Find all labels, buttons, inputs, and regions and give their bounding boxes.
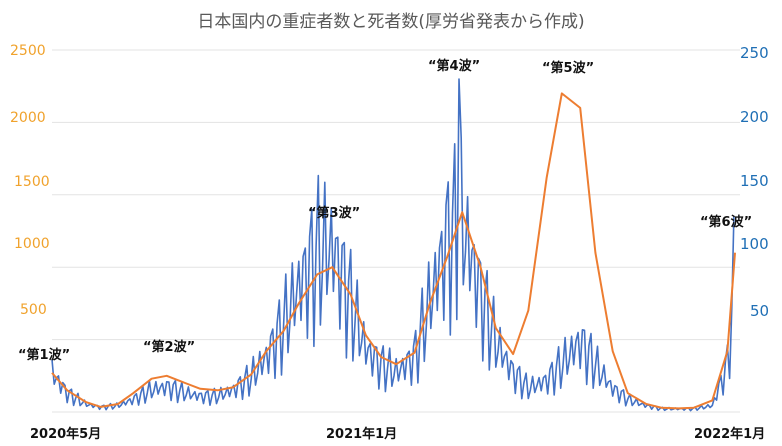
left-tick-label: 2500 [10, 43, 46, 59]
right-tick-label: 50 [750, 302, 769, 320]
right-tick-label: 200 [740, 108, 769, 126]
x-tick-label: 2022年1月 [694, 426, 765, 442]
right-axis: 250 200 150 100 50 [740, 44, 769, 320]
left-tick-label: 2000 [10, 110, 46, 126]
wave-label: “第6波” [700, 214, 752, 230]
x-tick-label: 2021年1月 [326, 426, 397, 442]
wave-label: “第4波” [428, 58, 480, 74]
right-tick-label: 150 [740, 172, 769, 190]
right-tick-label: 100 [740, 235, 769, 253]
wave-label: “第1波” [18, 347, 70, 363]
gridlines [52, 49, 740, 413]
wave-annotations: “第1波” “第2波” “第3波” “第4波” “第5波” “第6波” [18, 58, 752, 363]
series-line-severe [51, 92, 736, 410]
left-tick-label: 500 [20, 302, 47, 318]
wave-label: “第3波” [308, 205, 360, 221]
chart-title: 日本国内の重症者数と死者数(厚労省発表から作成) [197, 12, 584, 32]
right-tick-label: 250 [740, 44, 769, 62]
wave-label: “第2波” [143, 339, 195, 355]
x-axis: 2020年5月 2021年1月 2022年1月 [30, 426, 765, 442]
left-axis: 2500 2000 1500 1000 500 [10, 43, 50, 318]
wave-label: “第5波” [542, 60, 594, 76]
left-tick-label: 1500 [14, 174, 50, 190]
left-tick-label: 1000 [14, 236, 50, 252]
series-line-deaths [51, 78, 735, 412]
x-tick-label: 2020年5月 [30, 426, 101, 442]
